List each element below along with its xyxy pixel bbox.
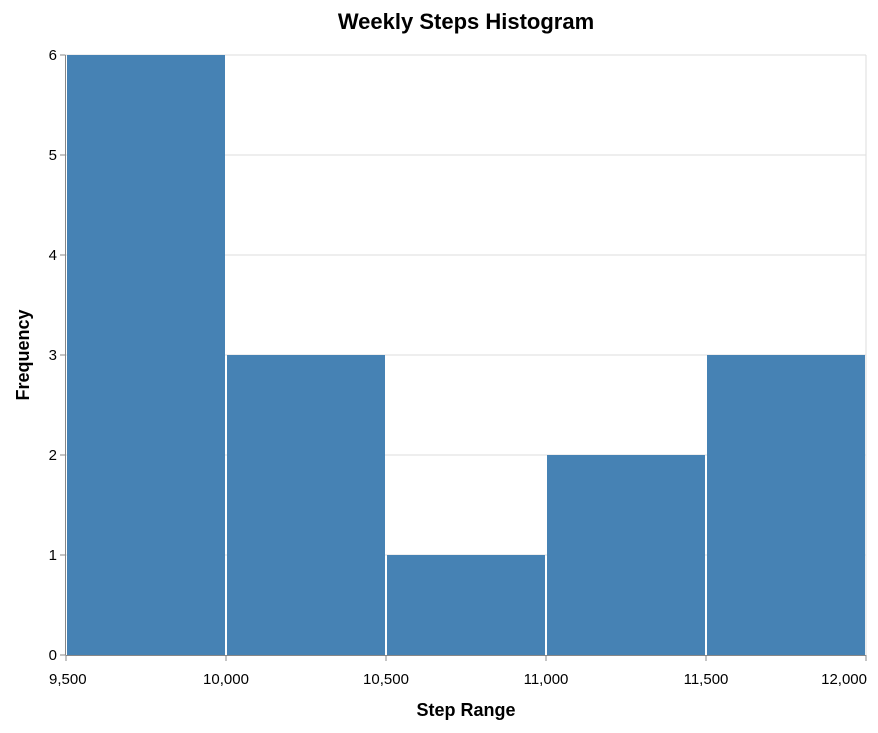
- histogram-bar-2: [387, 555, 545, 655]
- y-tick-label-4: 4: [49, 247, 57, 264]
- x-axis-title: Step Range: [416, 700, 515, 720]
- y-tick-label-2: 2: [49, 447, 57, 464]
- histogram-bars: [67, 55, 865, 655]
- histogram-bar-0: [67, 55, 225, 655]
- y-tick-label-6: 6: [49, 47, 57, 64]
- y-tick-label-0: 0: [49, 647, 57, 664]
- histogram-bar-1: [227, 355, 385, 655]
- chart-title: Weekly Steps Histogram: [338, 9, 594, 34]
- y-tick-label-3: 3: [49, 347, 57, 364]
- axes: [60, 54, 867, 661]
- y-tick-label-5: 5: [49, 147, 57, 164]
- y-tick-label-1: 1: [49, 547, 57, 564]
- y-axis-title: Frequency: [13, 309, 33, 400]
- x-tick-label-5: 12,000: [821, 671, 867, 688]
- x-tick-label-3: 11,000: [524, 671, 569, 688]
- x-tick-label-4: 11,500: [684, 671, 729, 688]
- x-tick-label-0: 9,500: [49, 671, 87, 688]
- x-tick-label-2: 10,500: [363, 671, 409, 688]
- x-tick-label-1: 10,000: [203, 671, 249, 688]
- tick-labels: 0 1 2 3 4 5 6 9,500 10,000 10,500 11,000 11,500 12,0…: [49, 47, 867, 688]
- histogram-bar-4: [707, 355, 865, 655]
- histogram-bar-3: [547, 455, 705, 655]
